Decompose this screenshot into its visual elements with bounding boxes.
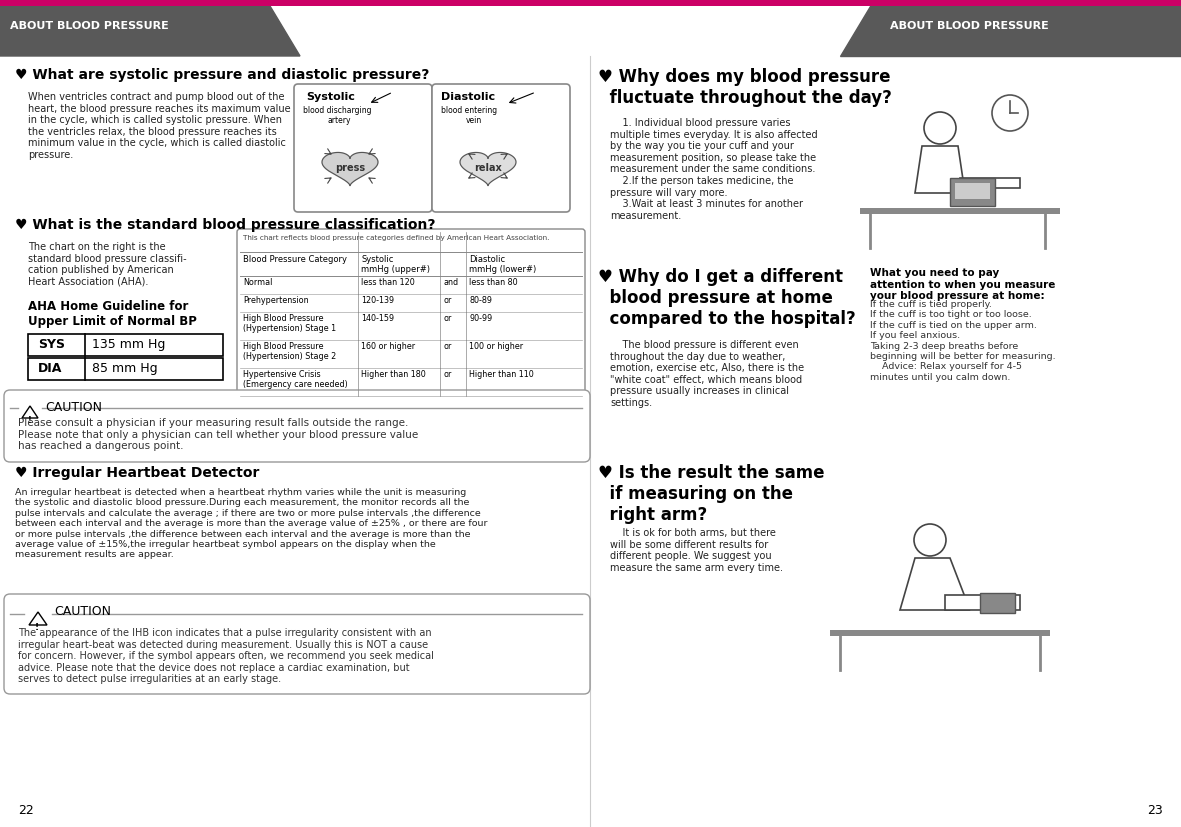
Text: 120-139: 120-139 [361, 296, 394, 305]
Bar [860, 208, 1061, 214]
Bar [28, 334, 223, 356]
FancyBboxPatch shape [294, 84, 432, 212]
Text: The chart on the right is the
standard blood pressure classifi-
cation published: The chart on the right is the standard b… [28, 242, 187, 287]
Text: 90-99: 90-99 [469, 314, 492, 323]
Bar [955, 183, 990, 199]
Text: Prehypertension: Prehypertension [243, 296, 308, 305]
Text: The blood pressure is different even
throughout the day due to weather,
emotion,: The blood pressure is different even thr… [611, 340, 804, 408]
Text: CAUTION: CAUTION [45, 401, 102, 414]
FancyBboxPatch shape [432, 84, 570, 212]
Polygon shape [840, 6, 1181, 56]
FancyBboxPatch shape [4, 594, 590, 694]
Bar [830, 630, 1050, 636]
Text: An irregular heartbeat is detected when a heartbeat rhythm varies while the unit: An irregular heartbeat is detected when … [15, 488, 488, 559]
Text: Normal: Normal [243, 278, 273, 287]
Text: ♥ Is the result the same
  if measuring on the
  right arm?: ♥ Is the result the same if measuring on… [598, 464, 824, 523]
Polygon shape [915, 146, 965, 193]
Text: or: or [443, 296, 451, 305]
Text: 22: 22 [18, 804, 34, 817]
Text: or: or [443, 314, 451, 323]
Text: !: ! [28, 416, 32, 425]
Text: or: or [443, 342, 451, 351]
Bar [0, 0, 1181, 6]
Text: What you need to pay
attention to when you measure
your blood pressure at home:: What you need to pay attention to when y… [870, 268, 1056, 301]
Polygon shape [461, 152, 516, 185]
Text: ♥ What are systolic pressure and diastolic pressure?: ♥ What are systolic pressure and diastol… [15, 68, 430, 82]
Text: less than 120: less than 120 [361, 278, 415, 287]
Text: relax: relax [474, 163, 502, 173]
Text: ♥ Why do I get a different
  blood pressure at home
  compared to the hospital?: ♥ Why do I get a different blood pressur… [598, 268, 856, 327]
Text: This chart reflects blood pressure categories defined by American Heart Associat: This chart reflects blood pressure categ… [243, 235, 549, 241]
Text: Higher than 180: Higher than 180 [361, 370, 425, 379]
Bar [980, 593, 1014, 613]
Text: ♥ What is the standard blood pressure classification?: ♥ What is the standard blood pressure cl… [15, 218, 436, 232]
Text: 1. Individual blood pressure varies
multiple times everyday. It is also affected: 1. Individual blood pressure varies mult… [611, 118, 817, 221]
Text: and: and [443, 278, 458, 287]
Text: ABOUT BLOOD PRESSURE: ABOUT BLOOD PRESSURE [9, 21, 169, 31]
Polygon shape [900, 558, 970, 610]
Text: SYS: SYS [38, 338, 65, 351]
Text: CAUTION: CAUTION [54, 605, 111, 618]
Circle shape [924, 112, 955, 144]
Circle shape [992, 95, 1027, 131]
Text: DIA: DIA [38, 362, 63, 375]
Polygon shape [945, 595, 1020, 610]
Text: 140-159: 140-159 [361, 314, 394, 323]
Text: Higher than 110: Higher than 110 [469, 370, 534, 379]
Polygon shape [960, 178, 1020, 188]
Text: or: or [443, 370, 451, 379]
Text: 100 or higher: 100 or higher [469, 342, 523, 351]
Text: AHA Home Guideline for
Upper Limit of Normal BP: AHA Home Guideline for Upper Limit of No… [28, 300, 197, 328]
Text: !: ! [35, 623, 39, 632]
Text: blood entering: blood entering [441, 106, 497, 115]
Text: 85 mm Hg: 85 mm Hg [92, 362, 157, 375]
Text: Blood Pressure Category: Blood Pressure Category [243, 255, 347, 264]
Text: Systolic: Systolic [306, 92, 354, 102]
FancyBboxPatch shape [237, 229, 585, 399]
Text: ABOUT BLOOD PRESSURE: ABOUT BLOOD PRESSURE [890, 21, 1049, 31]
Text: blood discharging: blood discharging [304, 106, 372, 115]
Text: When ventricles contract and pump blood out of the
heart, the blood pressure rea: When ventricles contract and pump blood … [28, 92, 291, 160]
Text: Diastolic
mmHg (lower#): Diastolic mmHg (lower#) [469, 255, 536, 275]
Text: ♥ Irregular Heartbeat Detector: ♥ Irregular Heartbeat Detector [15, 466, 260, 480]
Text: It is ok for both arms, but there
will be some different results for
different p: It is ok for both arms, but there will b… [611, 528, 783, 573]
Text: ♥ Why does my blood pressure
  fluctuate throughout the day?: ♥ Why does my blood pressure fluctuate t… [598, 68, 892, 107]
Circle shape [914, 524, 946, 556]
Text: less than 80: less than 80 [469, 278, 517, 287]
Text: 160 or higher: 160 or higher [361, 342, 416, 351]
Text: If the cuff is tied properly.
If the cuff is too tight or too loose.
If the cuff: If the cuff is tied properly. If the cuf… [870, 300, 1056, 382]
Text: Diastolic: Diastolic [441, 92, 495, 102]
Bar [950, 178, 996, 206]
Bar [28, 358, 223, 380]
Text: press: press [335, 163, 365, 173]
Text: High Blood Pressure
(Hypertension) Stage 2: High Blood Pressure (Hypertension) Stage… [243, 342, 337, 361]
Text: vein: vein [466, 116, 482, 125]
Text: The appearance of the IHB icon indicates that a pulse irregularity consistent wi: The appearance of the IHB icon indicates… [18, 628, 433, 685]
FancyBboxPatch shape [4, 390, 590, 462]
Text: Systolic
mmHg (upper#): Systolic mmHg (upper#) [361, 255, 430, 275]
Text: 80-89: 80-89 [469, 296, 492, 305]
Text: 23: 23 [1147, 804, 1163, 817]
Text: Hypertensive Crisis
(Emergency care needed): Hypertensive Crisis (Emergency care need… [243, 370, 347, 390]
Text: High Blood Pressure
(Hypertension) Stage 1: High Blood Pressure (Hypertension) Stage… [243, 314, 337, 333]
Polygon shape [322, 152, 378, 185]
Text: 135 mm Hg: 135 mm Hg [92, 338, 165, 351]
Polygon shape [0, 6, 300, 56]
Text: artery: artery [328, 116, 352, 125]
Text: Please consult a physician if your measuring result falls outside the range.
Ple: Please consult a physician if your measu… [18, 418, 418, 452]
